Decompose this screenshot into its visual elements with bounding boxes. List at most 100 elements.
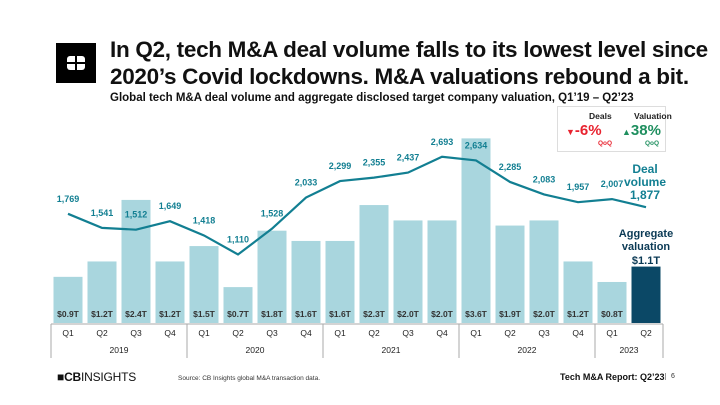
valuation-bar xyxy=(529,220,559,323)
bar-label: $2.3T xyxy=(363,309,386,319)
quarter-tick-label: Q4 xyxy=(436,328,448,338)
bar-label: $0.9T xyxy=(57,309,80,319)
quarter-tick-label: Q4 xyxy=(572,328,584,338)
line-label: 1,528 xyxy=(261,209,284,219)
bar-label: $2.0T xyxy=(533,309,556,319)
valuation-bar xyxy=(597,281,627,323)
valuation-bar xyxy=(291,240,321,323)
line-label: 2,033 xyxy=(295,178,318,188)
source-note: Source: CB Insights global M&A transacti… xyxy=(178,375,320,382)
quarter-tick-label: Q2 xyxy=(232,328,244,338)
valuation-bar xyxy=(495,225,525,323)
valuation-bar xyxy=(121,199,151,323)
year-label: 2021 xyxy=(382,345,401,355)
quarter-tick-label: Q1 xyxy=(62,328,74,338)
qoq-legend: Deals Valuation ▼-6% ▲38% QoQ QoQ xyxy=(557,106,672,152)
bar-label: $3.6T xyxy=(465,309,488,319)
line-label: 2,634 xyxy=(465,140,488,150)
bar-label: $1.2T xyxy=(567,309,590,319)
quarter-tick-label: Q4 xyxy=(164,328,176,338)
report-name: Tech M&A Report: Q2’23 xyxy=(560,372,665,382)
cb-logo-icon: ■ xyxy=(57,370,65,384)
cb-insights-logo-icon xyxy=(56,43,96,83)
bar-label: $2.0T xyxy=(397,309,420,319)
quarter-tick-label: Q2 xyxy=(96,328,108,338)
valuation-bar xyxy=(427,220,457,323)
quarter-tick-label: Q1 xyxy=(470,328,482,338)
quarter-tick-label: Q2 xyxy=(368,328,380,338)
line-label: 2,437 xyxy=(397,153,420,163)
year-label: 2019 xyxy=(110,345,129,355)
line-label: 1,649 xyxy=(159,201,182,211)
quarter-tick-label: Q3 xyxy=(402,328,414,338)
bar-label: $1.6T xyxy=(295,309,318,319)
valuation-bar xyxy=(257,230,287,323)
line-label: 2,083 xyxy=(533,174,556,184)
quarter-tick-label: Q4 xyxy=(300,328,312,338)
bar-label: $2.0T xyxy=(431,309,454,319)
valuation-label: Valuation xyxy=(634,111,672,121)
line-label: 1,541 xyxy=(91,208,114,218)
line-label: 2,007 xyxy=(601,179,624,189)
deal-annotation-value: 1,877 xyxy=(630,188,660,202)
page-number: 6 xyxy=(665,373,675,380)
valuation-annotation-value: $1.1T xyxy=(632,255,660,267)
valuation-change: ▲38% xyxy=(622,122,661,139)
bar-label: $0.8T xyxy=(601,309,624,319)
valuation-bar xyxy=(189,246,219,323)
quarter-tick-label: Q1 xyxy=(198,328,210,338)
line-label: 2,299 xyxy=(329,161,352,171)
valuation-bar xyxy=(325,240,355,323)
deals-change: ▼-6% xyxy=(566,122,602,139)
bar-label: $1.6T xyxy=(329,309,352,319)
year-label: 2022 xyxy=(518,345,537,355)
deal-annotation-1: Deal xyxy=(632,162,657,176)
chart-subtitle: Global tech M&A deal volume and aggregat… xyxy=(110,92,634,104)
quarter-tick-label: Q2 xyxy=(504,328,516,338)
valuation-bar xyxy=(359,205,389,323)
deal-volume-line xyxy=(67,155,647,256)
valuation-bar xyxy=(461,138,491,323)
valuation-bar xyxy=(563,261,593,323)
deals-period: QoQ xyxy=(598,140,613,147)
line-label: 1,512 xyxy=(125,210,148,220)
title-line-1: In Q2, tech M&A deal volume falls to its… xyxy=(110,37,708,62)
bar-label: $1.2T xyxy=(91,309,114,319)
line-label: 1,418 xyxy=(193,215,216,225)
bar-label: $1.2T xyxy=(159,309,182,319)
bar-label: $0.7T xyxy=(227,309,250,319)
valuation-annotation-2: valuation xyxy=(622,241,671,253)
bar-label: $2.4T xyxy=(125,309,148,319)
page-title: In Q2, tech M&A deal volume falls to its… xyxy=(110,36,708,90)
line-label: 2,285 xyxy=(499,162,522,172)
line-label: 1,769 xyxy=(57,194,80,204)
valuation-bar xyxy=(155,261,185,323)
down-triangle-icon: ▼ xyxy=(566,127,575,137)
bar-label: $1.9T xyxy=(499,309,522,319)
line-label: 1,957 xyxy=(567,182,590,192)
deals-label: Deals xyxy=(589,111,612,121)
quarter-tick-label: Q1 xyxy=(334,328,346,338)
footer-logo: ■CBINSIGHTS xyxy=(57,370,137,384)
bar-label: $1.5T xyxy=(193,309,216,319)
valuation-period: QoQ xyxy=(645,140,660,147)
quarter-tick-label: Q3 xyxy=(266,328,278,338)
year-label: 2020 xyxy=(246,345,265,355)
quarter-tick-label: Q3 xyxy=(130,328,142,338)
up-triangle-icon: ▲ xyxy=(622,127,631,137)
title-line-2: 2020’s Covid lockdowns. M&A valuations r… xyxy=(110,64,689,89)
line-label: 2,355 xyxy=(363,158,386,168)
bar-label: $1.8T xyxy=(261,309,284,319)
valuation-bar xyxy=(631,266,661,323)
line-label: 2,693 xyxy=(431,137,454,147)
line-label: 1,110 xyxy=(227,234,249,244)
year-label: 2023 xyxy=(620,345,639,355)
valuation-annotation-1: Aggregate xyxy=(619,228,673,240)
deal-annotation-2: volume xyxy=(624,175,666,189)
quarter-tick-label: Q2 xyxy=(640,328,652,338)
valuation-bar xyxy=(393,220,423,323)
quarter-tick-label: Q3 xyxy=(538,328,550,338)
valuation-bar xyxy=(53,276,83,323)
